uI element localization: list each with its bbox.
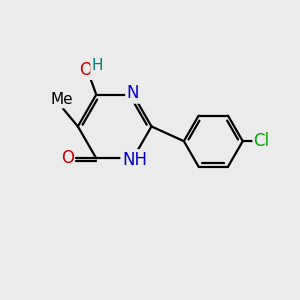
Text: O: O [80,61,92,79]
Text: H: H [91,58,103,73]
Text: N: N [127,84,139,102]
Text: O: O [61,149,74,167]
Text: Me: Me [50,92,73,107]
Text: Cl: Cl [253,132,269,150]
Text: NH: NH [122,151,147,169]
